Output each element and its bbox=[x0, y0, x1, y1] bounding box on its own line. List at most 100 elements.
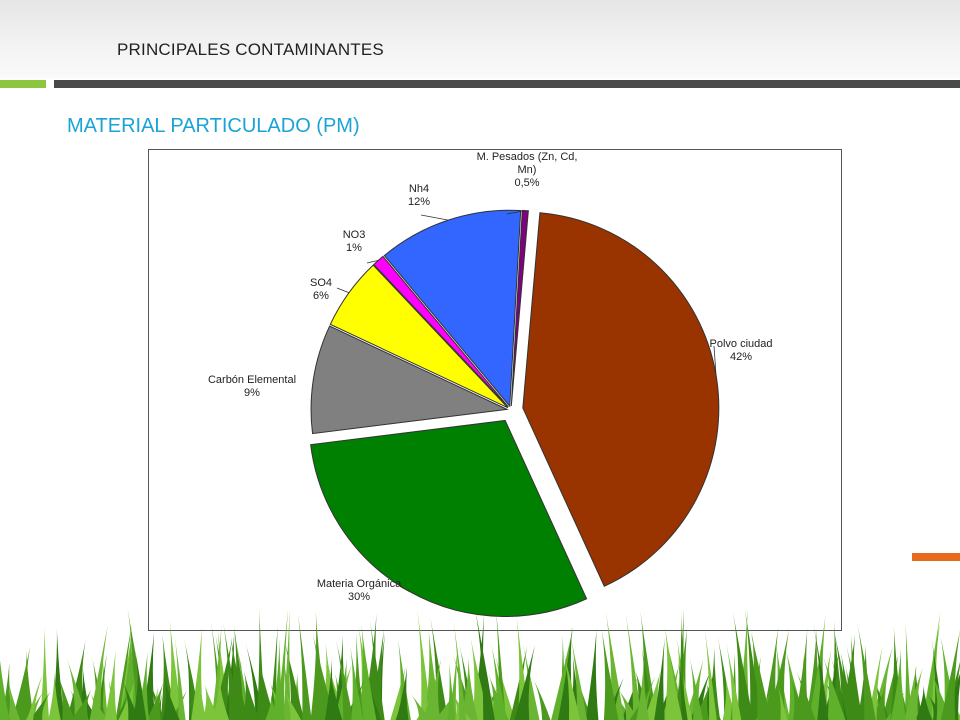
grass-blade bbox=[452, 694, 471, 720]
grass-blade bbox=[823, 656, 846, 720]
grass-blade bbox=[168, 619, 184, 720]
grass-blade bbox=[174, 636, 186, 720]
grass-blade bbox=[570, 635, 588, 720]
grass-blade bbox=[212, 674, 230, 720]
grass-blade bbox=[422, 659, 442, 720]
grass-blade bbox=[522, 643, 540, 720]
header-rule-green bbox=[0, 80, 46, 88]
grass-blade bbox=[396, 667, 409, 720]
pie-slice-materia-org-nica bbox=[310, 419, 588, 617]
grass-blade bbox=[470, 638, 490, 720]
pie-slice-carb-n-elemental bbox=[310, 325, 509, 435]
grass-blade bbox=[48, 671, 61, 720]
grass-blade bbox=[116, 693, 129, 720]
grass-blade bbox=[202, 684, 221, 720]
grass-blade bbox=[136, 652, 149, 720]
grass-blade bbox=[29, 691, 51, 720]
grass-blade bbox=[335, 639, 354, 720]
grass-blade bbox=[516, 615, 530, 720]
grass-blade bbox=[242, 670, 260, 720]
grass-blade bbox=[282, 689, 302, 720]
grass-blade bbox=[931, 671, 953, 720]
grass-blade bbox=[21, 650, 35, 720]
grass-blade bbox=[101, 651, 108, 720]
grass-blade bbox=[922, 623, 941, 720]
pie-chart-frame: Polvo ciudad 42% Materia Orgánica 30% Carbón… bbox=[148, 149, 842, 631]
grass-blade bbox=[122, 680, 140, 720]
pie-slice-m-pesados-zn-cd-mn bbox=[510, 209, 529, 407]
pie-chart: Polvo ciudad 42% Materia Orgánica 30% Carbón… bbox=[208, 151, 773, 617]
grass-blade bbox=[7, 683, 21, 720]
grass-blade bbox=[362, 613, 380, 720]
grass-blade bbox=[350, 647, 364, 720]
grass-blade bbox=[104, 650, 117, 720]
grass-blade bbox=[373, 633, 385, 720]
grass-blade bbox=[297, 612, 312, 720]
grass-blade bbox=[115, 623, 132, 720]
grass-blade bbox=[605, 610, 625, 720]
grass-blade bbox=[160, 634, 177, 720]
grass-blade bbox=[785, 649, 806, 720]
slice-label: SO4 6% bbox=[310, 277, 332, 302]
pie-slice-nh4 bbox=[383, 209, 522, 408]
grass-blade bbox=[654, 638, 665, 720]
grass-blade bbox=[310, 611, 328, 720]
header-rule-dark bbox=[54, 80, 960, 88]
grass-blade bbox=[777, 685, 788, 720]
slice-label: M. Pesados (Zn, Cd, Mn) 0,5% bbox=[477, 151, 578, 189]
header-band bbox=[0, 0, 960, 78]
grass-blade bbox=[585, 627, 599, 720]
grass-blade bbox=[890, 648, 906, 720]
grass-blade bbox=[904, 665, 917, 720]
leader-line bbox=[366, 259, 379, 264]
grass-blade bbox=[725, 641, 742, 720]
leader-line bbox=[420, 214, 449, 221]
grass-blade bbox=[601, 628, 619, 720]
grass-blade bbox=[390, 666, 406, 720]
grass-blade bbox=[625, 612, 642, 720]
leader-line bbox=[400, 586, 410, 592]
grass-blade bbox=[324, 659, 335, 720]
grass-blade bbox=[453, 621, 467, 720]
accent-bar-orange bbox=[912, 553, 960, 561]
pie-slice-so4 bbox=[329, 264, 509, 409]
grass-blade bbox=[162, 677, 180, 720]
grass-blade bbox=[57, 675, 75, 720]
grass-blade bbox=[677, 655, 688, 720]
grass-blade bbox=[827, 656, 834, 720]
grass-blade bbox=[813, 622, 829, 720]
pie-slice-polvo-ciudad bbox=[522, 212, 720, 587]
grass-blade bbox=[689, 657, 704, 720]
grass-blade bbox=[940, 635, 958, 720]
slice-label: Polvo ciudad 42% bbox=[710, 338, 773, 363]
grass-blade bbox=[460, 658, 478, 720]
grass-blade bbox=[71, 689, 92, 720]
grass-blade bbox=[141, 631, 156, 720]
grass-blade bbox=[212, 638, 233, 720]
grass-blade bbox=[90, 693, 108, 720]
grass-blade bbox=[256, 608, 266, 720]
slice-label: Materia Orgánica 30% bbox=[317, 578, 402, 603]
grass-blade bbox=[767, 628, 790, 720]
slice-label: Nh4 12% bbox=[408, 183, 430, 208]
grass-blade bbox=[135, 650, 147, 720]
grass-blade bbox=[790, 678, 809, 720]
grass-decoration bbox=[0, 605, 960, 720]
grass-blade bbox=[872, 684, 887, 720]
grass-blade bbox=[509, 645, 528, 720]
grass-blade bbox=[474, 606, 495, 720]
grass-blade bbox=[940, 630, 960, 720]
grass-blade bbox=[881, 654, 899, 720]
grass-blade bbox=[664, 624, 683, 720]
pie-slice-no3 bbox=[373, 255, 509, 408]
grass-blade bbox=[0, 660, 10, 720]
grass-blade bbox=[750, 628, 771, 720]
slice-label: Carbón Elemental 9% bbox=[208, 374, 296, 399]
grass-blade bbox=[89, 624, 108, 720]
leader-line bbox=[713, 345, 717, 375]
grass-blade bbox=[27, 674, 43, 720]
grass-blade bbox=[146, 682, 164, 720]
grass-blade bbox=[533, 678, 551, 720]
grass-blade bbox=[397, 638, 411, 720]
grass-blade bbox=[563, 650, 581, 720]
